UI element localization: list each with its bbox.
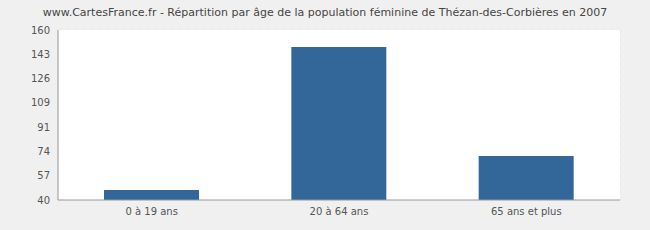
svg-text:91: 91 [37, 122, 50, 133]
svg-text:20 à 64 ans: 20 à 64 ans [310, 206, 369, 217]
svg-text:74: 74 [37, 146, 50, 157]
html-text:www.CartesFrance.fr - Répartit: www.CartesFrance.fr - Répartition par âg… [42, 6, 608, 19]
svg-text:160: 160 [31, 25, 50, 36]
svg-text:126: 126 [31, 73, 50, 84]
svg-text:109: 109 [31, 97, 50, 108]
svg-text:57: 57 [37, 170, 50, 181]
svg-text:143: 143 [31, 49, 50, 60]
svg-text:40: 40 [37, 195, 50, 206]
svg-text:65 ans et plus: 65 ans et plus [491, 206, 562, 217]
svg-text:0 à 19 ans: 0 à 19 ans [125, 206, 177, 217]
